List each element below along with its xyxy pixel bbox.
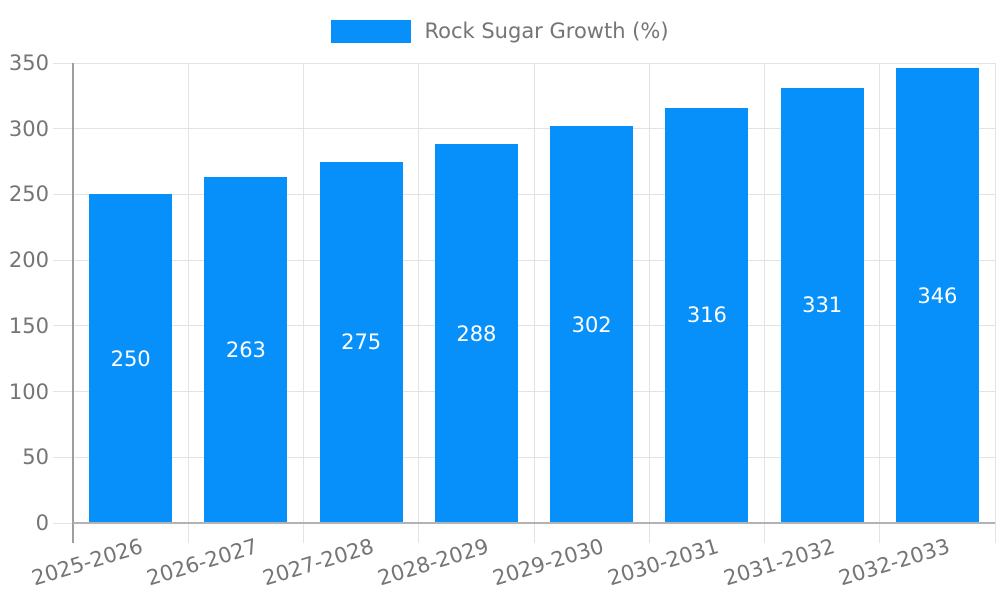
- bar-value-label: 263: [225, 338, 266, 363]
- x-gridline: [187, 63, 189, 543]
- y-tick: [53, 456, 73, 458]
- legend-swatch: [331, 19, 412, 43]
- x-gridline: [418, 63, 420, 543]
- x-gridline: [764, 63, 765, 543]
- x-axis-line: [73, 522, 995, 524]
- y-tick-label: 0: [35, 511, 49, 535]
- bar-value-label: 250: [110, 346, 151, 371]
- y-tick: [53, 128, 73, 130]
- legend-label: Rock Sugar Growth (%): [424, 19, 669, 43]
- x-tick-label: 2032-2033: [835, 534, 953, 591]
- x-tick-label: 2031-2032: [720, 534, 838, 591]
- y-tick-label: 150: [8, 313, 49, 338]
- x-tick-label: 2030-2031: [605, 534, 722, 591]
- bar: [319, 161, 403, 523]
- x-tick-label: 2025-2026: [29, 534, 146, 591]
- bar: [550, 126, 634, 523]
- y-tick: [53, 62, 73, 64]
- y-tick: [53, 522, 73, 524]
- bar-value-label: 346: [917, 283, 958, 308]
- bar: [434, 144, 518, 523]
- y-axis-line: [72, 63, 74, 543]
- x-gridline: [994, 63, 996, 543]
- x-tick-label: 2028-2029: [374, 534, 492, 591]
- x-tick-label: 2029-2030: [490, 534, 607, 591]
- bar-value-label: 331: [802, 293, 843, 318]
- bar-value-label: 275: [341, 330, 382, 355]
- x-gridline: [303, 63, 304, 543]
- y-tick-label: 300: [8, 116, 49, 141]
- x-gridline: [879, 63, 881, 543]
- y-tick-label: 200: [8, 248, 49, 273]
- bar: [665, 107, 749, 523]
- y-tick: [53, 325, 73, 327]
- x-tick-label: 2026-2027: [144, 534, 261, 591]
- y-tick-label: 250: [8, 182, 49, 207]
- bar: [780, 87, 864, 523]
- bar-value-label: 302: [571, 312, 612, 337]
- y-tick: [53, 259, 73, 261]
- bar-value-label: 316: [686, 303, 727, 328]
- y-tick: [53, 391, 73, 393]
- x-gridline: [533, 63, 535, 543]
- bar: [89, 194, 173, 523]
- bar: [204, 177, 288, 523]
- y-tick-label: 350: [8, 51, 49, 75]
- y-tick-label: 100: [8, 379, 49, 404]
- legend: Rock Sugar Growth (%): [0, 19, 1000, 43]
- x-tick-label: 2027-2028: [259, 534, 377, 591]
- bar-value-label: 288: [456, 321, 497, 346]
- y-tick: [53, 193, 73, 195]
- x-gridline: [648, 63, 650, 543]
- bar: [895, 68, 979, 523]
- y-tick-label: 50: [22, 445, 49, 470]
